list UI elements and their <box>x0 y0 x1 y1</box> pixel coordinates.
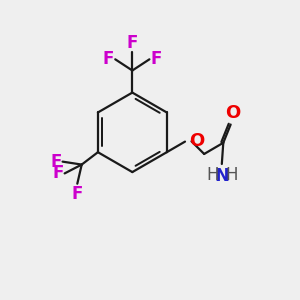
Text: F: F <box>72 185 83 203</box>
Text: F: F <box>103 50 114 68</box>
Text: F: F <box>151 50 162 68</box>
Text: H: H <box>206 166 219 184</box>
Text: O: O <box>225 103 241 122</box>
Text: F: F <box>127 34 138 52</box>
Text: N: N <box>214 167 229 185</box>
Text: H: H <box>225 166 238 184</box>
Text: F: F <box>50 153 61 171</box>
Text: O: O <box>189 132 204 150</box>
Text: F: F <box>52 164 64 182</box>
